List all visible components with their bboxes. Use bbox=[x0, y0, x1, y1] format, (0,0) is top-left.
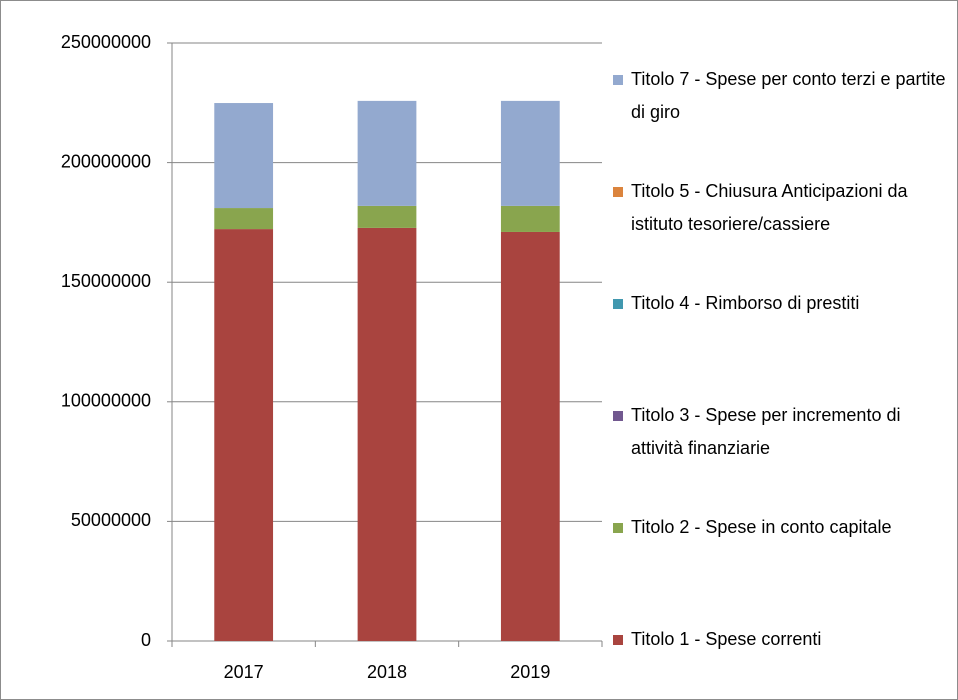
y-tick-label: 50000000 bbox=[71, 510, 151, 530]
bar-segment bbox=[357, 227, 417, 641]
legend-swatch bbox=[613, 411, 623, 421]
bar-segment bbox=[214, 103, 274, 209]
legend-swatch bbox=[613, 75, 623, 85]
bar-segment bbox=[500, 231, 560, 641]
bar-segment bbox=[357, 205, 417, 228]
legend-label: Titolo 7 - Spese per conto terzi e parti… bbox=[631, 69, 946, 122]
legend-item: Titolo 2 - Spese in conto capitale bbox=[613, 511, 949, 544]
legend-item: Titolo 4 - Rimborso di prestiti bbox=[613, 287, 949, 320]
bar-segment bbox=[214, 208, 274, 230]
x-tick-label: 2017 bbox=[224, 662, 264, 682]
y-tick-label: 250000000 bbox=[61, 32, 151, 52]
y-tick-label: 100000000 bbox=[61, 391, 151, 411]
bar-segment bbox=[500, 100, 560, 206]
bar-segment bbox=[357, 100, 417, 206]
legend-item: Titolo 7 - Spese per conto terzi e parti… bbox=[613, 63, 949, 129]
y-tick-label: 0 bbox=[141, 630, 151, 650]
legend-swatch bbox=[613, 635, 623, 645]
legend-label: Titolo 1 - Spese correnti bbox=[631, 629, 822, 649]
legend-swatch bbox=[613, 187, 623, 197]
legend-item: Titolo 1 - Spese correnti bbox=[613, 623, 949, 656]
y-tick-label: 200000000 bbox=[61, 151, 151, 171]
x-tick-label: 2019 bbox=[510, 662, 550, 682]
y-tick-label: 150000000 bbox=[61, 271, 151, 291]
legend-label: Titolo 2 - Spese in conto capitale bbox=[631, 517, 892, 537]
bar-segment bbox=[500, 205, 560, 232]
legend-item: Titolo 5 - Chiusura Anticipazioni da ist… bbox=[613, 175, 949, 241]
legend-swatch bbox=[613, 299, 623, 309]
legend-swatch bbox=[613, 523, 623, 533]
legend-item: Titolo 3 - Spese per incremento di attiv… bbox=[613, 399, 949, 465]
legend-label: Titolo 5 - Chiusura Anticipazioni da ist… bbox=[631, 181, 908, 234]
bar-segment bbox=[214, 229, 274, 641]
legend-label: Titolo 3 - Spese per incremento di attiv… bbox=[631, 405, 901, 458]
legend-label: Titolo 4 - Rimborso di prestiti bbox=[631, 293, 860, 313]
x-tick-label: 2018 bbox=[367, 662, 407, 682]
